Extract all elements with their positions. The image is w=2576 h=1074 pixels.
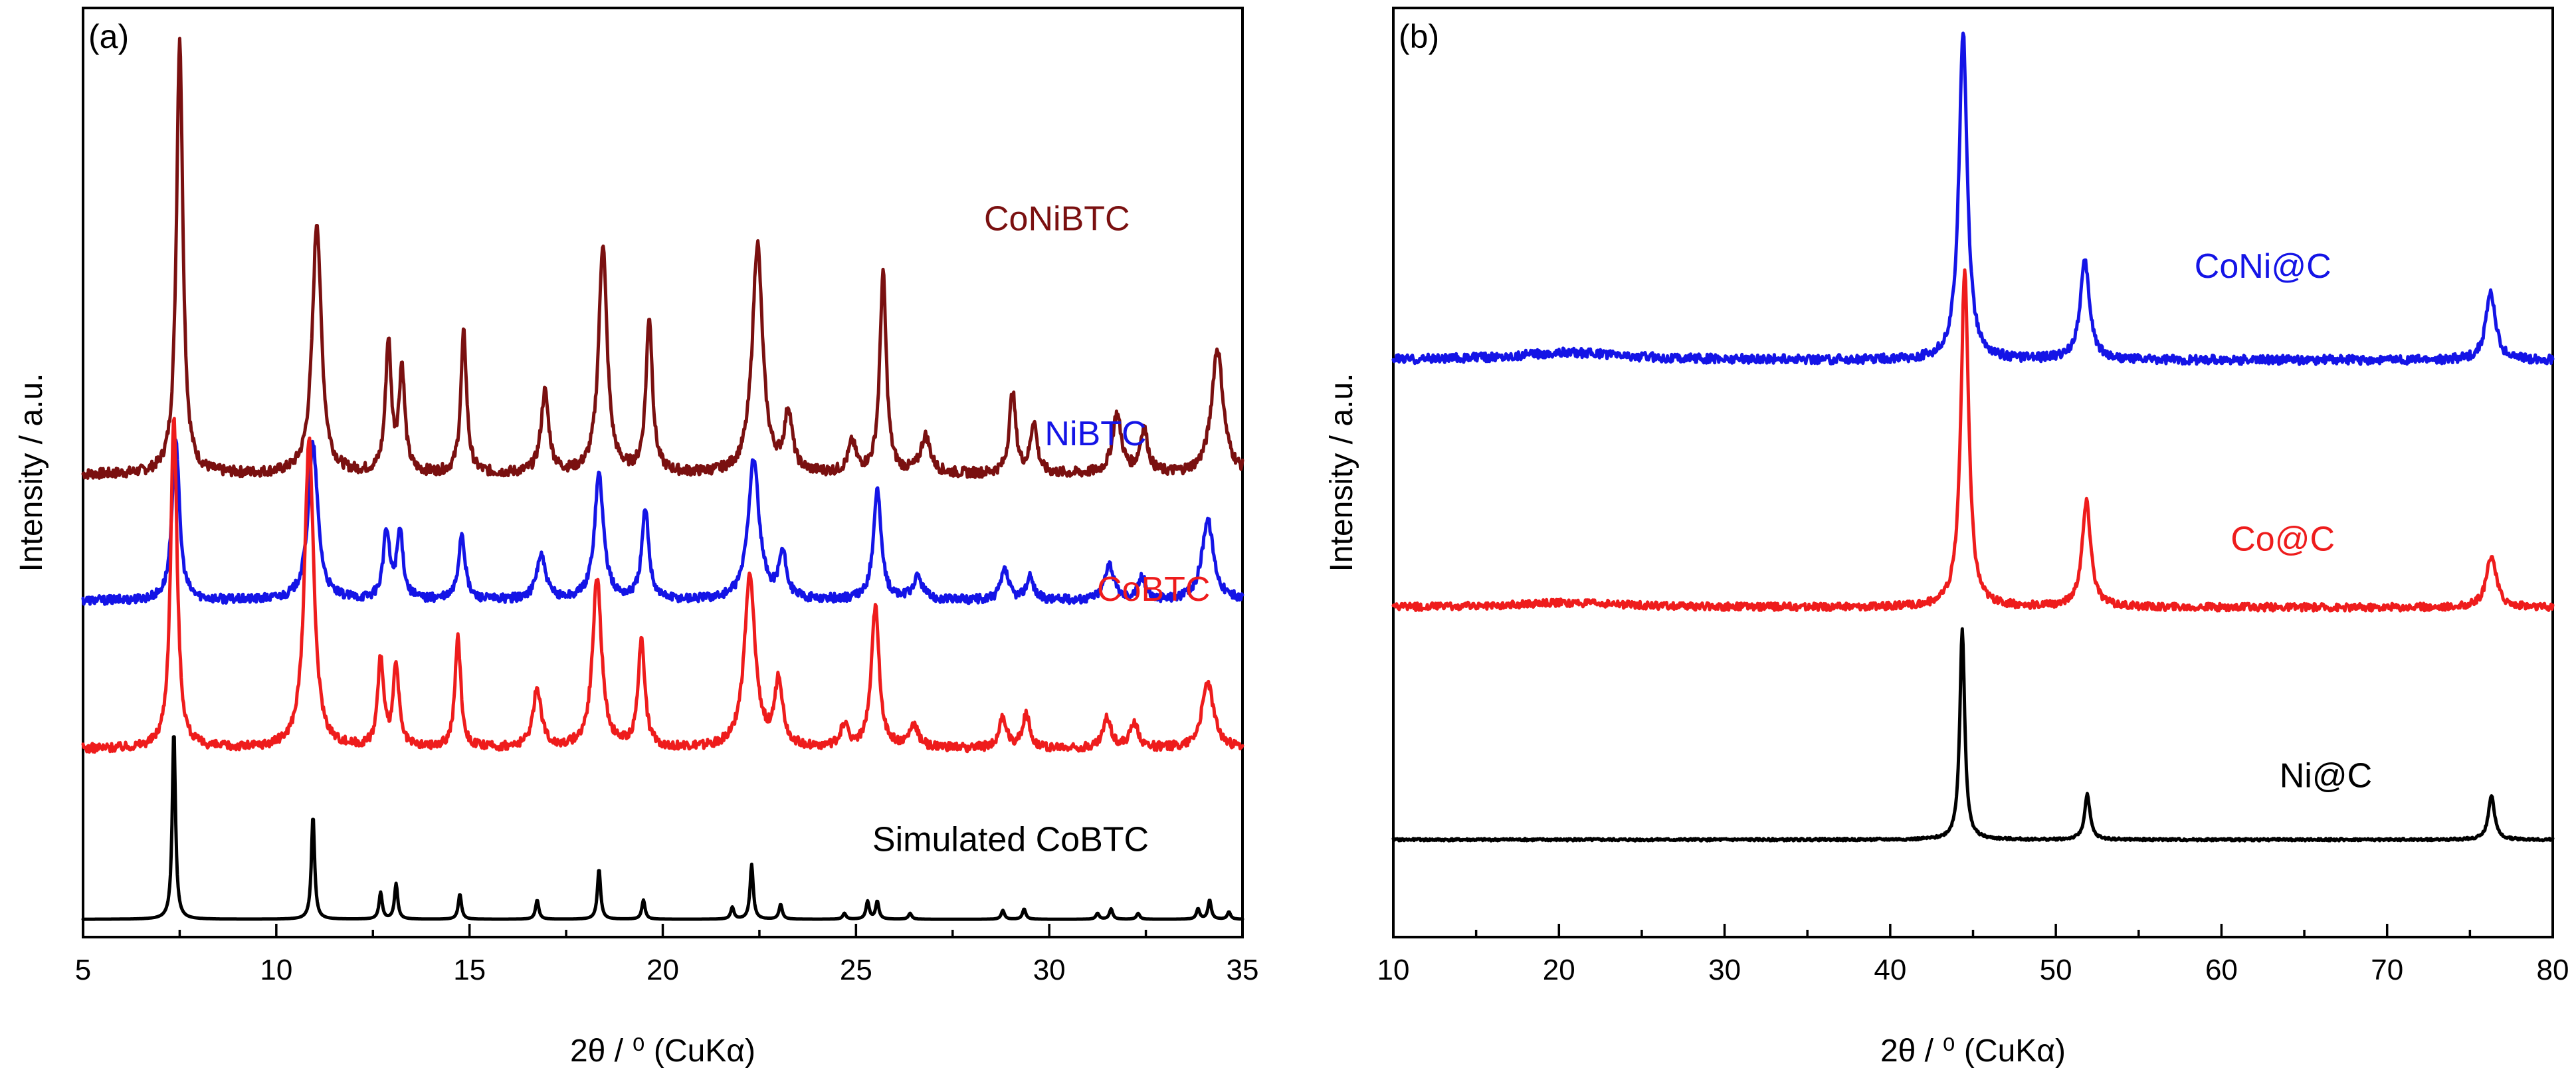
series-co-c-label: Co@C (2230, 520, 2335, 558)
series-co-c-line (1391, 268, 2555, 613)
series-coni-c-line (1391, 31, 2555, 366)
series-conibtc-label: CoNiBTC (984, 199, 1130, 238)
panel-a-letter: (a) (88, 18, 129, 55)
x-tick-label-25: 25 (840, 954, 872, 986)
x-tick-label-80: 80 (2537, 954, 2569, 986)
panel-b-letter: (b) (1399, 18, 1439, 55)
series-simulated-cobtc-line (81, 735, 1244, 921)
x-tick-label-60: 60 (2205, 954, 2238, 986)
x-tick-label-5: 5 (75, 954, 91, 986)
series-simulated-cobtc-label: Simulated CoBTC (872, 821, 1149, 859)
panel-a-traces: CoNiBTC NiBTC CoBTC Simulated CoBTC (81, 37, 1244, 921)
panel-a-xrd-chart: CoNiBTC NiBTC CoBTC Simulated CoBTC 5 10 15 20… (14, 7, 1259, 1069)
x-tick-label-20: 20 (1543, 954, 1575, 986)
series-nibtc-line (81, 438, 1244, 606)
x-tick-label-30: 30 (1708, 954, 1741, 986)
x-tick-label-10: 10 (260, 954, 292, 986)
panel-b-y-axis-title: Intensity / a.u. (1324, 374, 1359, 572)
x-tick-label-70: 70 (2371, 954, 2403, 986)
panel-b-xrd-chart: CoNi@C Co@C Ni@C 10 20 30 40 50 60 70 80 (b) 2θ /… (1324, 7, 2569, 1069)
panel-a-x-ticks: 5 10 15 20 25 30 35 (75, 924, 1259, 986)
x-tick-label-40: 40 (1874, 954, 1906, 986)
panel-a-x-axis-title: 2θ / ⁰ (CuKα) (570, 1033, 755, 1069)
x-tick-label-15: 15 (453, 954, 486, 986)
x-tick-label-20: 20 (646, 954, 679, 986)
series-coni-c-label: CoNi@C (2195, 247, 2331, 286)
x-tick-label-50: 50 (2040, 954, 2072, 986)
x-tick-label-10: 10 (1377, 954, 1410, 986)
series-cobtc-label: CoBTC (1097, 570, 1210, 609)
series-nibtc-label: NiBTC (1044, 415, 1146, 453)
series-ni-c-line (1391, 627, 2555, 843)
panel-b-x-axis-title: 2θ / ⁰ (CuKα) (1880, 1033, 2066, 1069)
series-ni-c-label: Ni@C (2280, 757, 2372, 796)
x-tick-label-35: 35 (1227, 954, 1259, 986)
panel-b-traces: CoNi@C Co@C Ni@C (1391, 31, 2555, 843)
panel-a-y-axis-title: Intensity / a.u. (14, 374, 49, 572)
panel-b-plot-frame (1392, 7, 2554, 938)
panel-b-x-ticks: 10 20 30 40 50 60 70 80 (1377, 924, 2569, 986)
x-tick-label-30: 30 (1033, 954, 1066, 986)
series-conibtc-line (81, 37, 1244, 480)
series-cobtc-line (81, 417, 1244, 754)
